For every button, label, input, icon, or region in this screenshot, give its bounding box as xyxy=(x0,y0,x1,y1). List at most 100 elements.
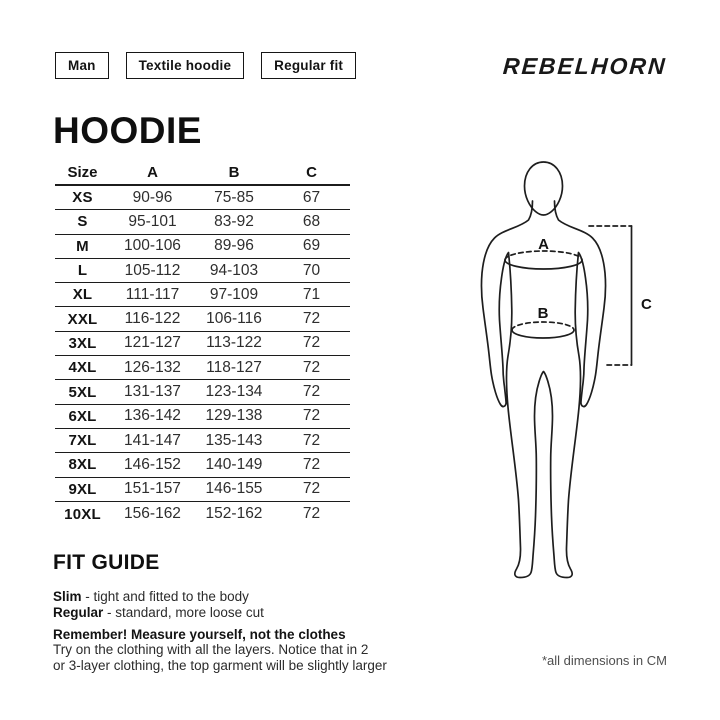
measure-c-cell: 72 xyxy=(302,455,321,473)
label-a: A xyxy=(538,236,549,253)
column-header-b: B xyxy=(228,163,240,181)
measure-c-cell: 72 xyxy=(302,505,321,522)
measure-a-cell: 126-132 xyxy=(124,358,181,376)
measure-a-cell: 100-106 xyxy=(124,237,181,255)
size-cell: 3XL xyxy=(68,334,97,352)
table-row: 6XL 136-142 129-138 72 xyxy=(55,405,350,429)
size-cell: 9XL xyxy=(68,480,97,498)
measure-b-cell: 140-149 xyxy=(205,455,263,473)
size-table: Size A B C XS 90-96 75-85 67 S 95-101 83… xyxy=(55,160,350,526)
table-row: 5XL 131-137 123-134 72 xyxy=(55,380,350,405)
measure-c-cell: 68 xyxy=(302,212,321,230)
measure-note: Remember! Measure yourself, not the clot… xyxy=(53,627,387,674)
measure-a-cell: 151-157 xyxy=(124,480,181,498)
table-row: S 95-101 83-92 68 xyxy=(55,210,350,235)
measure-a-cell: 156-162 xyxy=(124,505,181,522)
table-row: 3XL 121-127 113-122 72 xyxy=(55,332,350,357)
size-cell: 8XL xyxy=(68,456,97,474)
measure-b-cell: 97-109 xyxy=(209,285,259,303)
measure-c-cell: 67 xyxy=(302,188,321,206)
table-row: M 100-106 89-96 69 xyxy=(55,235,350,259)
measure-c-cell: 72 xyxy=(302,358,321,376)
fit-desc-slim: - tight and fitted to the body xyxy=(85,589,249,604)
measure-b-cell: 106-116 xyxy=(206,310,262,328)
table-row: XS 90-96 75-85 67 xyxy=(55,186,350,211)
measure-c-cell: 72 xyxy=(302,480,321,498)
measure-a-cell: 90-96 xyxy=(132,188,173,206)
measure-b-cell: 118-127 xyxy=(206,358,262,376)
measure-note-line1: Try on the clothing with all the layers.… xyxy=(53,642,369,658)
measure-b-cell: 113-122 xyxy=(206,334,262,352)
measure-a-cell: 131-137 xyxy=(124,383,181,401)
measure-a-cell: 141-147 xyxy=(124,431,181,449)
measure-c-cell: 72 xyxy=(302,383,321,401)
size-cell: 6XL xyxy=(68,407,97,425)
measure-b-cell: 129-138 xyxy=(205,407,263,425)
measure-c-cell: 72 xyxy=(302,431,321,449)
column-header-size: Size xyxy=(67,163,98,181)
tag-gender[interactable]: Man xyxy=(55,52,109,79)
measure-note-title: Remember! Measure yourself, not the clot… xyxy=(53,626,346,642)
measure-b-cell: 146-155 xyxy=(205,480,263,498)
measure-b-cell: 75-85 xyxy=(214,188,254,206)
measure-b-cell: 135-143 xyxy=(205,431,263,449)
body-outline xyxy=(480,200,607,579)
measure-b-cell: 152-162 xyxy=(205,505,263,522)
size-cell: 7XL xyxy=(68,432,97,450)
measure-a-cell: 121-127 xyxy=(124,334,181,352)
tag-fit[interactable]: Regular fit xyxy=(261,52,357,79)
table-row: 7XL 141-147 135-143 72 xyxy=(55,429,350,454)
label-c: C xyxy=(641,296,652,313)
measure-b-cell: 89-96 xyxy=(214,237,254,255)
measure-a-cell: 111-117 xyxy=(125,285,180,303)
measure-a-cell: 116-122 xyxy=(124,310,181,328)
measure-b-cell: 83-92 xyxy=(214,212,254,230)
size-cell: 10XL xyxy=(64,505,101,523)
size-cell: L xyxy=(77,262,88,280)
table-row: XL 111-117 97-109 71 xyxy=(55,283,350,308)
fit-term-slim: Slim xyxy=(53,589,82,604)
size-cell: S xyxy=(77,213,88,231)
fit-guide: Slim - tight and fitted to the body Regu… xyxy=(53,589,387,674)
measure-b-cell: 94-103 xyxy=(209,261,259,279)
table-row: L 105-112 94-103 70 xyxy=(55,259,350,284)
measure-c-cell: 72 xyxy=(302,310,321,328)
measure-note-line2: or 3-layer clothing, the top garment wil… xyxy=(53,658,387,674)
measure-a-cell: 95-101 xyxy=(128,212,177,230)
table-row: 9XL 151-157 146-155 72 xyxy=(55,478,350,502)
fit-guide-title: FIT GUIDE xyxy=(53,551,160,574)
brand-logo: REBELHORN xyxy=(502,53,668,79)
size-cell: XL xyxy=(72,286,93,304)
head-outline xyxy=(523,161,564,216)
measure-c-cell: 70 xyxy=(302,261,321,279)
dimensions-footnote: *all dimensions in CM xyxy=(542,653,667,668)
body-outline-diagram: A B C xyxy=(480,161,652,579)
fit-desc-regular: - standard, more loose cut xyxy=(107,604,264,620)
measure-a-cell: 105-112 xyxy=(124,261,181,279)
measure-b-cell: 123-134 xyxy=(205,383,263,401)
fit-guide-slim: Slim - tight and fitted to the body xyxy=(53,589,387,605)
size-cell: M xyxy=(76,237,89,255)
waist-ellipse-dashed xyxy=(511,321,575,331)
measure-c-cell: 72 xyxy=(302,334,321,352)
table-row: XXL 116-122 106-116 72 xyxy=(55,307,350,332)
table-row: 8XL 146-152 140-149 72 xyxy=(55,453,350,478)
column-header-c: C xyxy=(306,163,317,181)
measure-c-cell: 69 xyxy=(302,237,321,255)
size-cell: XS xyxy=(72,189,93,207)
chest-ellipse-solid xyxy=(504,259,583,270)
page-title: HOODIE xyxy=(53,110,202,151)
measure-c-cell: 72 xyxy=(302,407,321,425)
chest-ellipse-dashed xyxy=(504,250,583,261)
table-row: 4XL 126-132 118-127 72 xyxy=(55,356,350,381)
size-cell: 4XL xyxy=(68,359,97,377)
table-row: 10XL 156-162 152-162 72 xyxy=(55,502,350,526)
label-b: B xyxy=(538,305,549,322)
fit-guide-regular: Regular - standard, more loose cut xyxy=(53,605,387,621)
tag-product-type[interactable]: Textile hoodie xyxy=(125,52,245,79)
measurement-figure: A B C xyxy=(420,140,710,580)
fit-term-regular: Regular xyxy=(53,604,104,620)
size-cell: 5XL xyxy=(68,383,97,401)
product-tags: Man Textile hoodie Regular fit xyxy=(55,52,357,79)
